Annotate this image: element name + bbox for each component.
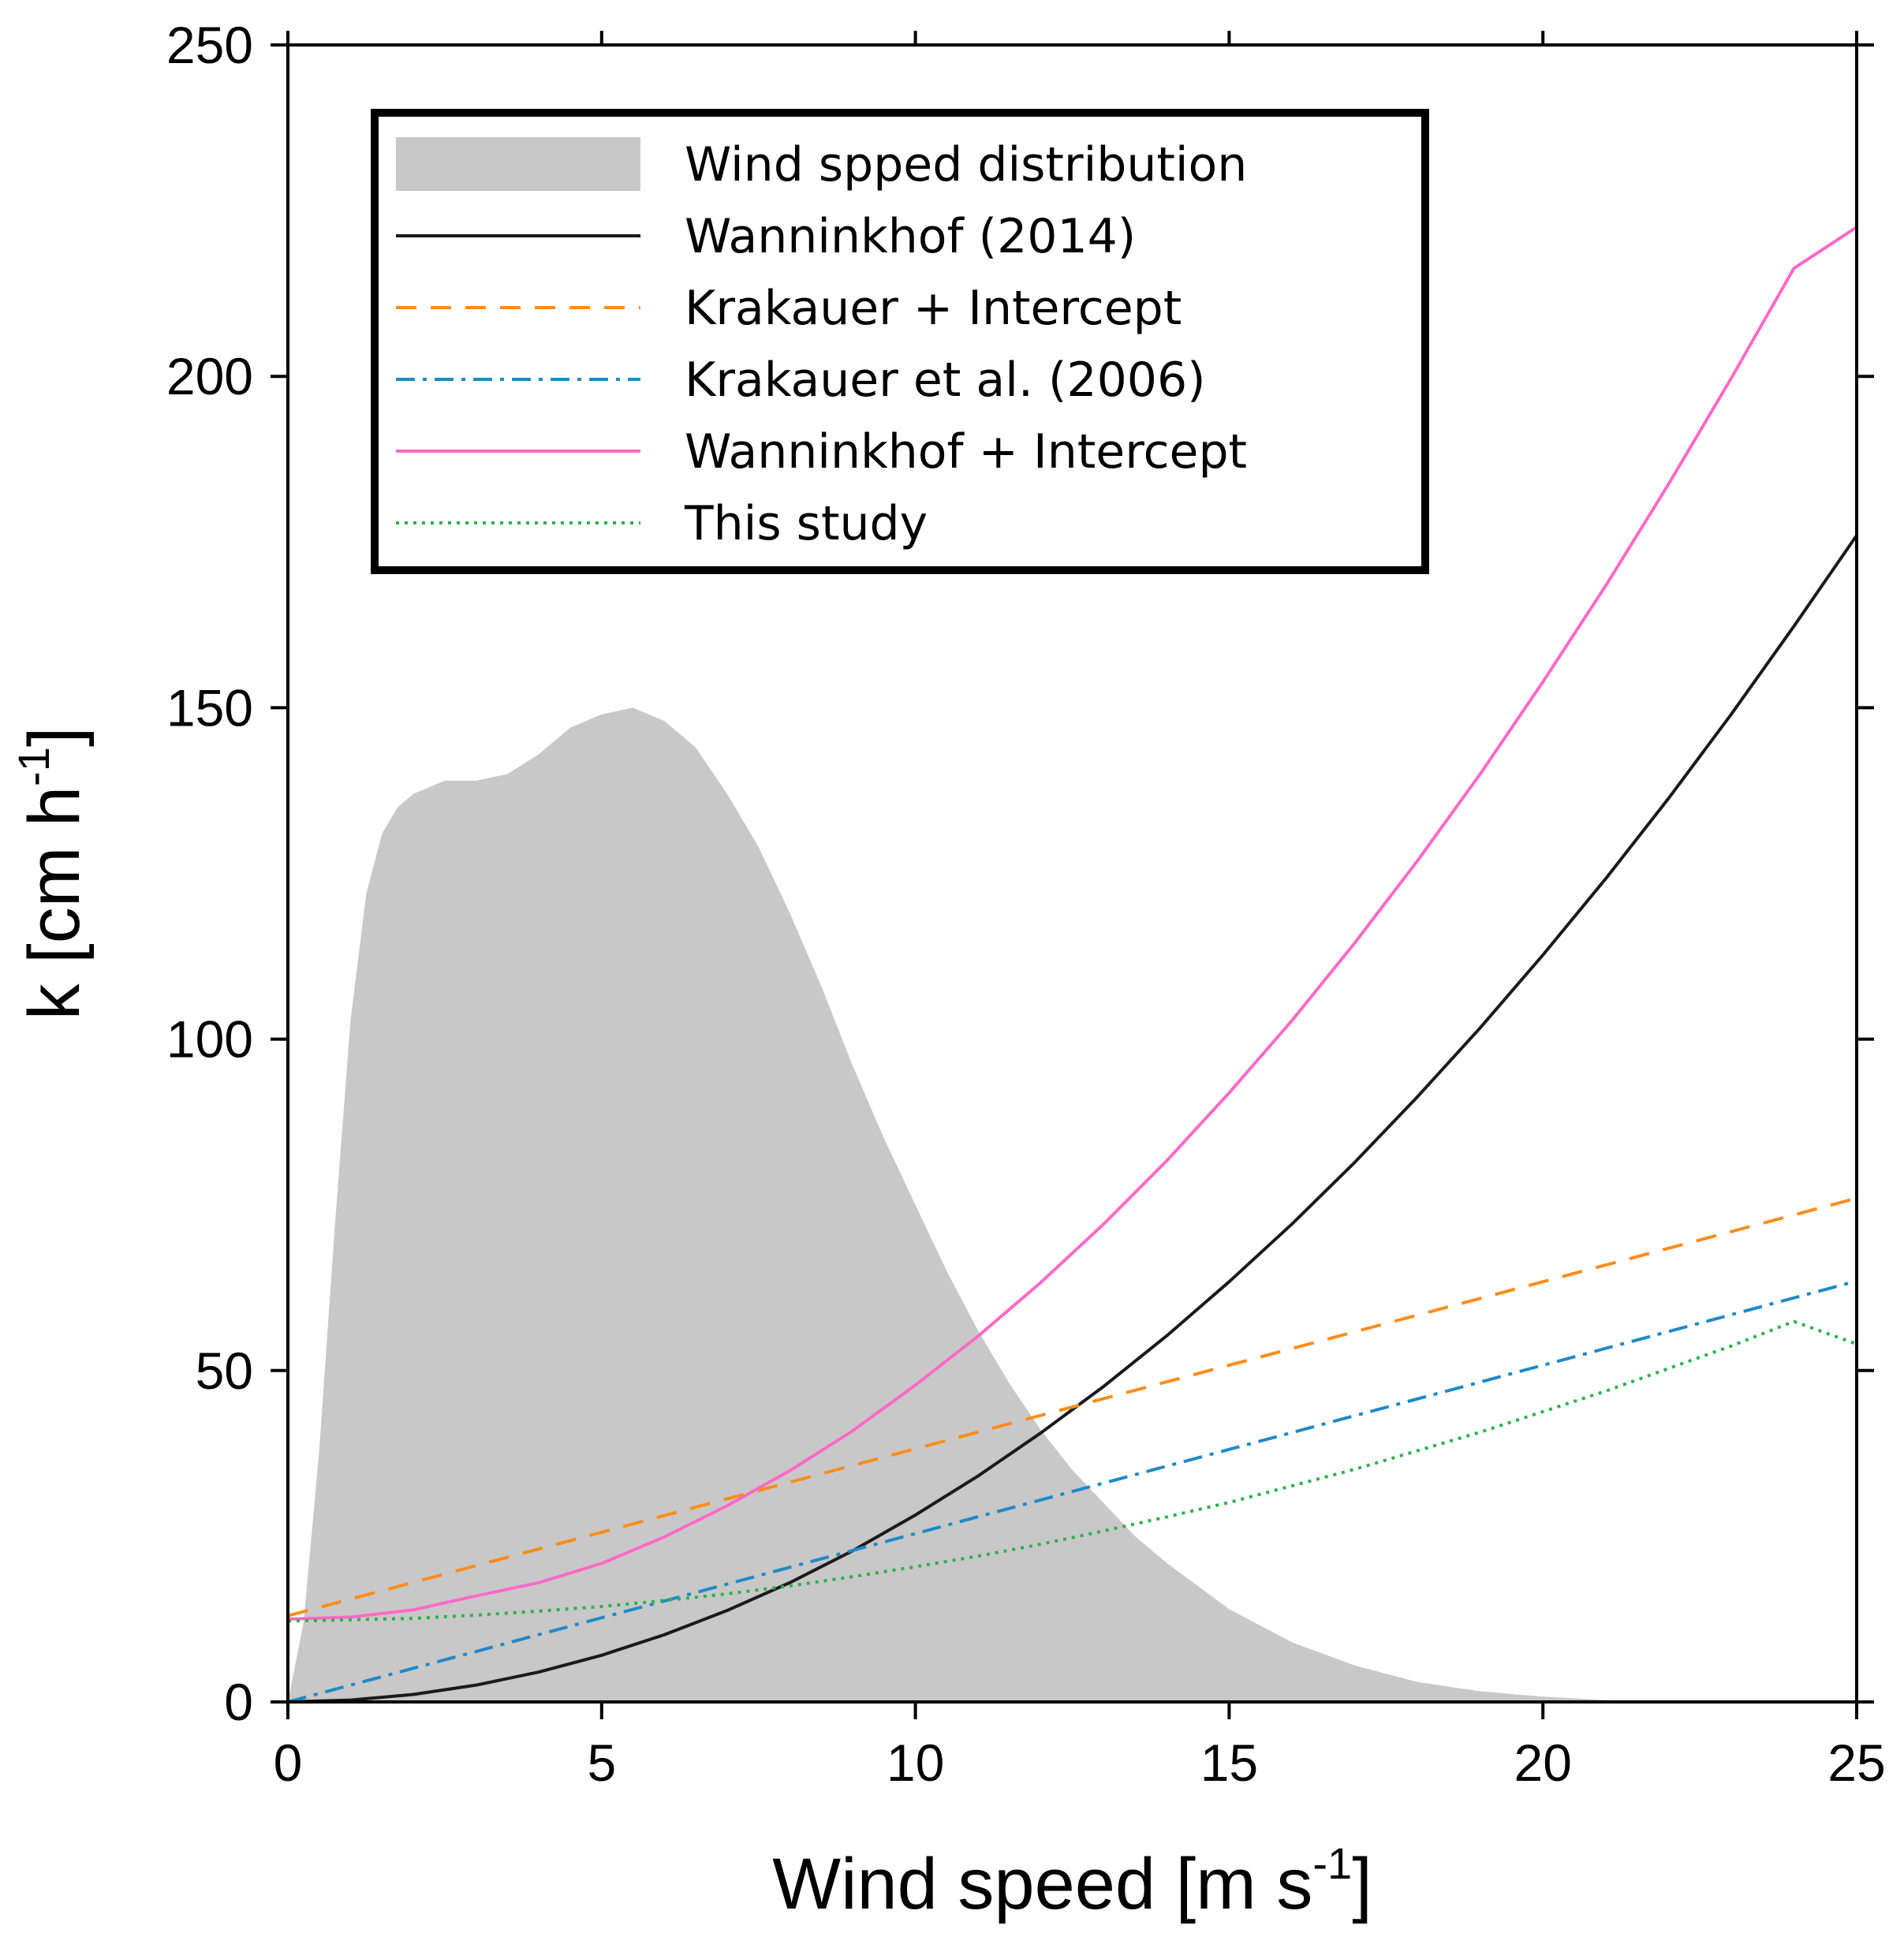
y-tick-label: 250	[166, 16, 253, 74]
y-tick-label: 200	[166, 347, 253, 405]
x-tick-label: 0	[274, 1733, 303, 1792]
legend-label-series-1: Krakauer + Intercept	[685, 281, 1182, 336]
series-line-3	[288, 226, 1857, 1621]
x-tick-label: 10	[887, 1733, 944, 1792]
x-tick-label: 5	[587, 1733, 616, 1792]
legend-label-series-0: Wanninkhof (2014)	[685, 209, 1136, 264]
y-tick-label: 0	[224, 1673, 253, 1731]
wind-speed-distribution-area	[288, 707, 1857, 1702]
x-tick-label: 25	[1827, 1733, 1885, 1792]
series-line-1	[288, 1196, 1857, 1618]
legend-label-series-2: Krakauer et al. (2006)	[685, 353, 1206, 408]
legend-swatch-distribution	[396, 137, 640, 191]
series-line-0	[288, 534, 1857, 1702]
x-axis-title: Wind speed [m s-1]	[772, 1838, 1372, 1924]
y-tick-label: 50	[196, 1342, 253, 1400]
y-tick-label: 150	[166, 678, 253, 737]
series-line-2	[288, 1279, 1857, 1702]
series-line-4	[288, 1319, 1857, 1623]
y-tick-label: 100	[166, 1010, 253, 1069]
x-tick-label: 15	[1200, 1733, 1258, 1792]
legend-label-series-3: Wanninkhof + Intercept	[685, 424, 1247, 480]
legend-label-distribution: Wind spped distribution	[685, 137, 1247, 192]
y-axis-title: k [cm h-1]	[9, 727, 95, 1021]
plot-frame	[286, 43, 1858, 1704]
x-tick-label: 20	[1514, 1733, 1571, 1792]
legend-label-series-4: This study	[684, 496, 928, 551]
